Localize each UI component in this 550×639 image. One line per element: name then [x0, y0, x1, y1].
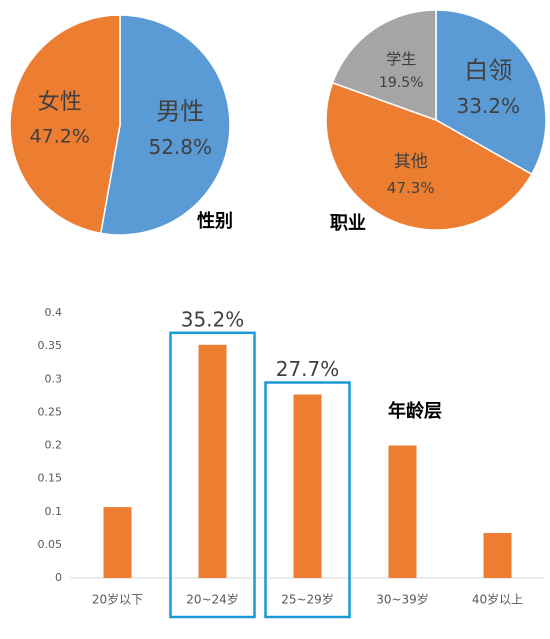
x-tick-label: 25~29岁 — [281, 592, 334, 607]
y-tick-label: 0.05 — [38, 538, 63, 551]
slice-value-label: 33.2% — [456, 94, 520, 118]
slice-value-label: 19.5% — [379, 75, 423, 91]
slice-label: 白领 — [464, 57, 512, 85]
y-tick-label: 0.35 — [38, 339, 63, 352]
slice-label: 女性 — [38, 90, 82, 115]
highlight-box — [264, 381, 351, 619]
y-tick-label: 0 — [55, 571, 62, 584]
pie-slice — [99, 14, 231, 236]
slice-value-label: 47.3% — [387, 179, 435, 197]
pie-slice — [331, 9, 437, 122]
value-label: 35.2% — [181, 307, 245, 331]
y-tick-label: 0.2 — [45, 439, 63, 452]
chart-title: 职业 — [330, 213, 366, 234]
value-label: 27.7% — [276, 357, 340, 381]
y-tick-label: 0.15 — [38, 472, 63, 485]
x-tick-label: 40岁以上 — [472, 592, 523, 607]
pie-slice — [9, 14, 121, 235]
pie-slice — [435, 9, 547, 176]
bar — [483, 532, 512, 578]
y-tick-label: 0.3 — [45, 372, 63, 385]
x-tick-label: 30~39岁 — [376, 592, 429, 607]
chart-title: 性别 — [197, 210, 233, 232]
y-tick-label: 0.25 — [38, 405, 63, 418]
slice-value-label: 52.8% — [148, 135, 212, 159]
bar — [198, 344, 227, 578]
slice-label: 学生 — [386, 50, 416, 68]
slice-label: 男性 — [156, 97, 204, 125]
slice-label: 其他 — [394, 152, 428, 172]
x-tick-label: 20岁以下 — [92, 592, 143, 607]
bar — [388, 445, 417, 578]
y-tick-label: 0.4 — [45, 306, 63, 319]
bar — [103, 507, 132, 578]
x-tick-label: 20~24岁 — [186, 592, 239, 607]
y-tick-label: 0.1 — [45, 505, 63, 518]
pie-slice — [325, 81, 533, 231]
highlight-box — [169, 331, 256, 619]
bar — [293, 394, 322, 578]
chart-title: 年龄层 — [388, 400, 442, 422]
slice-value-label: 47.2% — [30, 125, 90, 147]
